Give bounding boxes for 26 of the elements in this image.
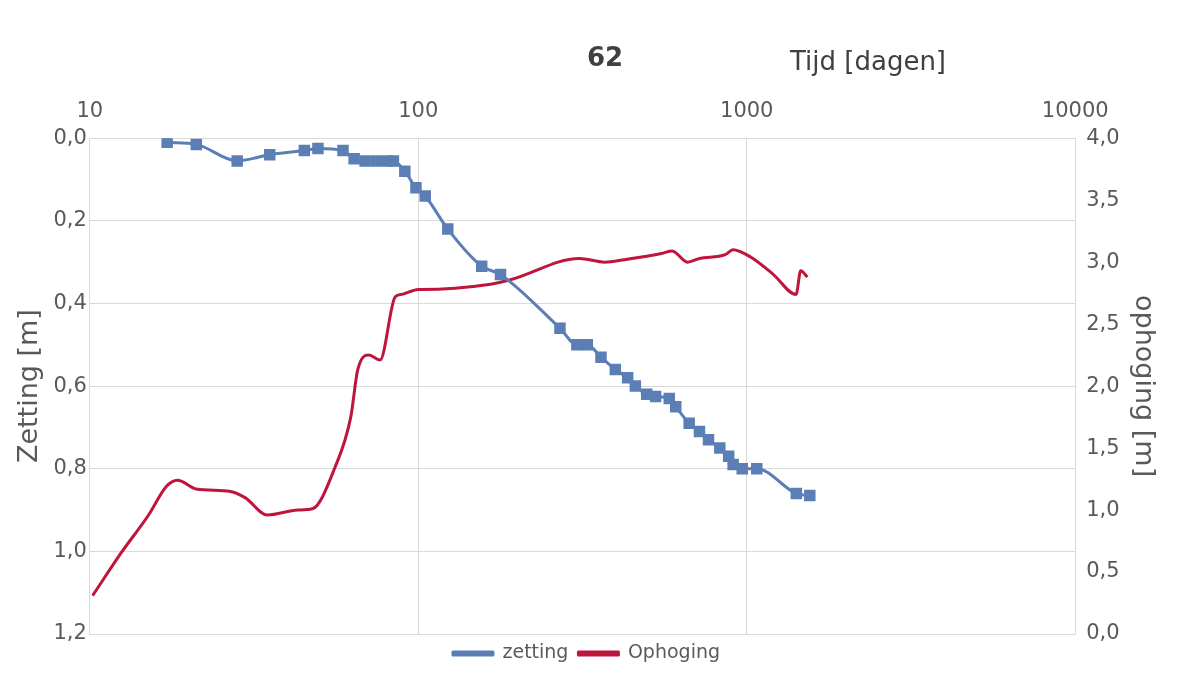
y-tick-label: 1,0	[53, 537, 87, 562]
y2-tick-label: 4,0	[1086, 124, 1120, 149]
y-tick-label: 0,2	[53, 207, 87, 232]
y-tick-label: 0,6	[53, 372, 87, 397]
y2-tick-label: 0,0	[1086, 620, 1120, 645]
y-tick-label: 0,4	[53, 289, 87, 314]
y2-axis-title: ophoging [m]	[1129, 295, 1161, 478]
y2-tick-label: 3,5	[1086, 186, 1120, 211]
x-tick-label: 100	[398, 98, 439, 123]
legend-label: zetting	[502, 640, 569, 663]
y-tick-label: 0,0	[53, 124, 87, 149]
y-tick-label: 0,8	[53, 455, 87, 480]
y2-tick-label: 1,0	[1086, 496, 1120, 521]
legend-label: Ophoging	[627, 640, 721, 663]
y2-tick-label: 2,0	[1086, 372, 1120, 397]
x-tick-label: 10000	[1041, 98, 1109, 123]
chart-title: 62	[585, 42, 625, 72]
y-tick-label: 1,2	[53, 620, 87, 645]
y2-tick-label: 1,5	[1086, 434, 1120, 459]
x-axis-title: Tijd [dagen]	[790, 46, 946, 76]
y2-tick-label: 3,0	[1086, 248, 1120, 273]
x-tick-label: 10	[76, 98, 104, 123]
y-axis-title: Zetting [m]	[12, 309, 44, 464]
x-tick-label: 1000	[720, 98, 774, 123]
y2-tick-label: 2,5	[1086, 310, 1120, 335]
y2-tick-label: 0,5	[1086, 558, 1120, 583]
